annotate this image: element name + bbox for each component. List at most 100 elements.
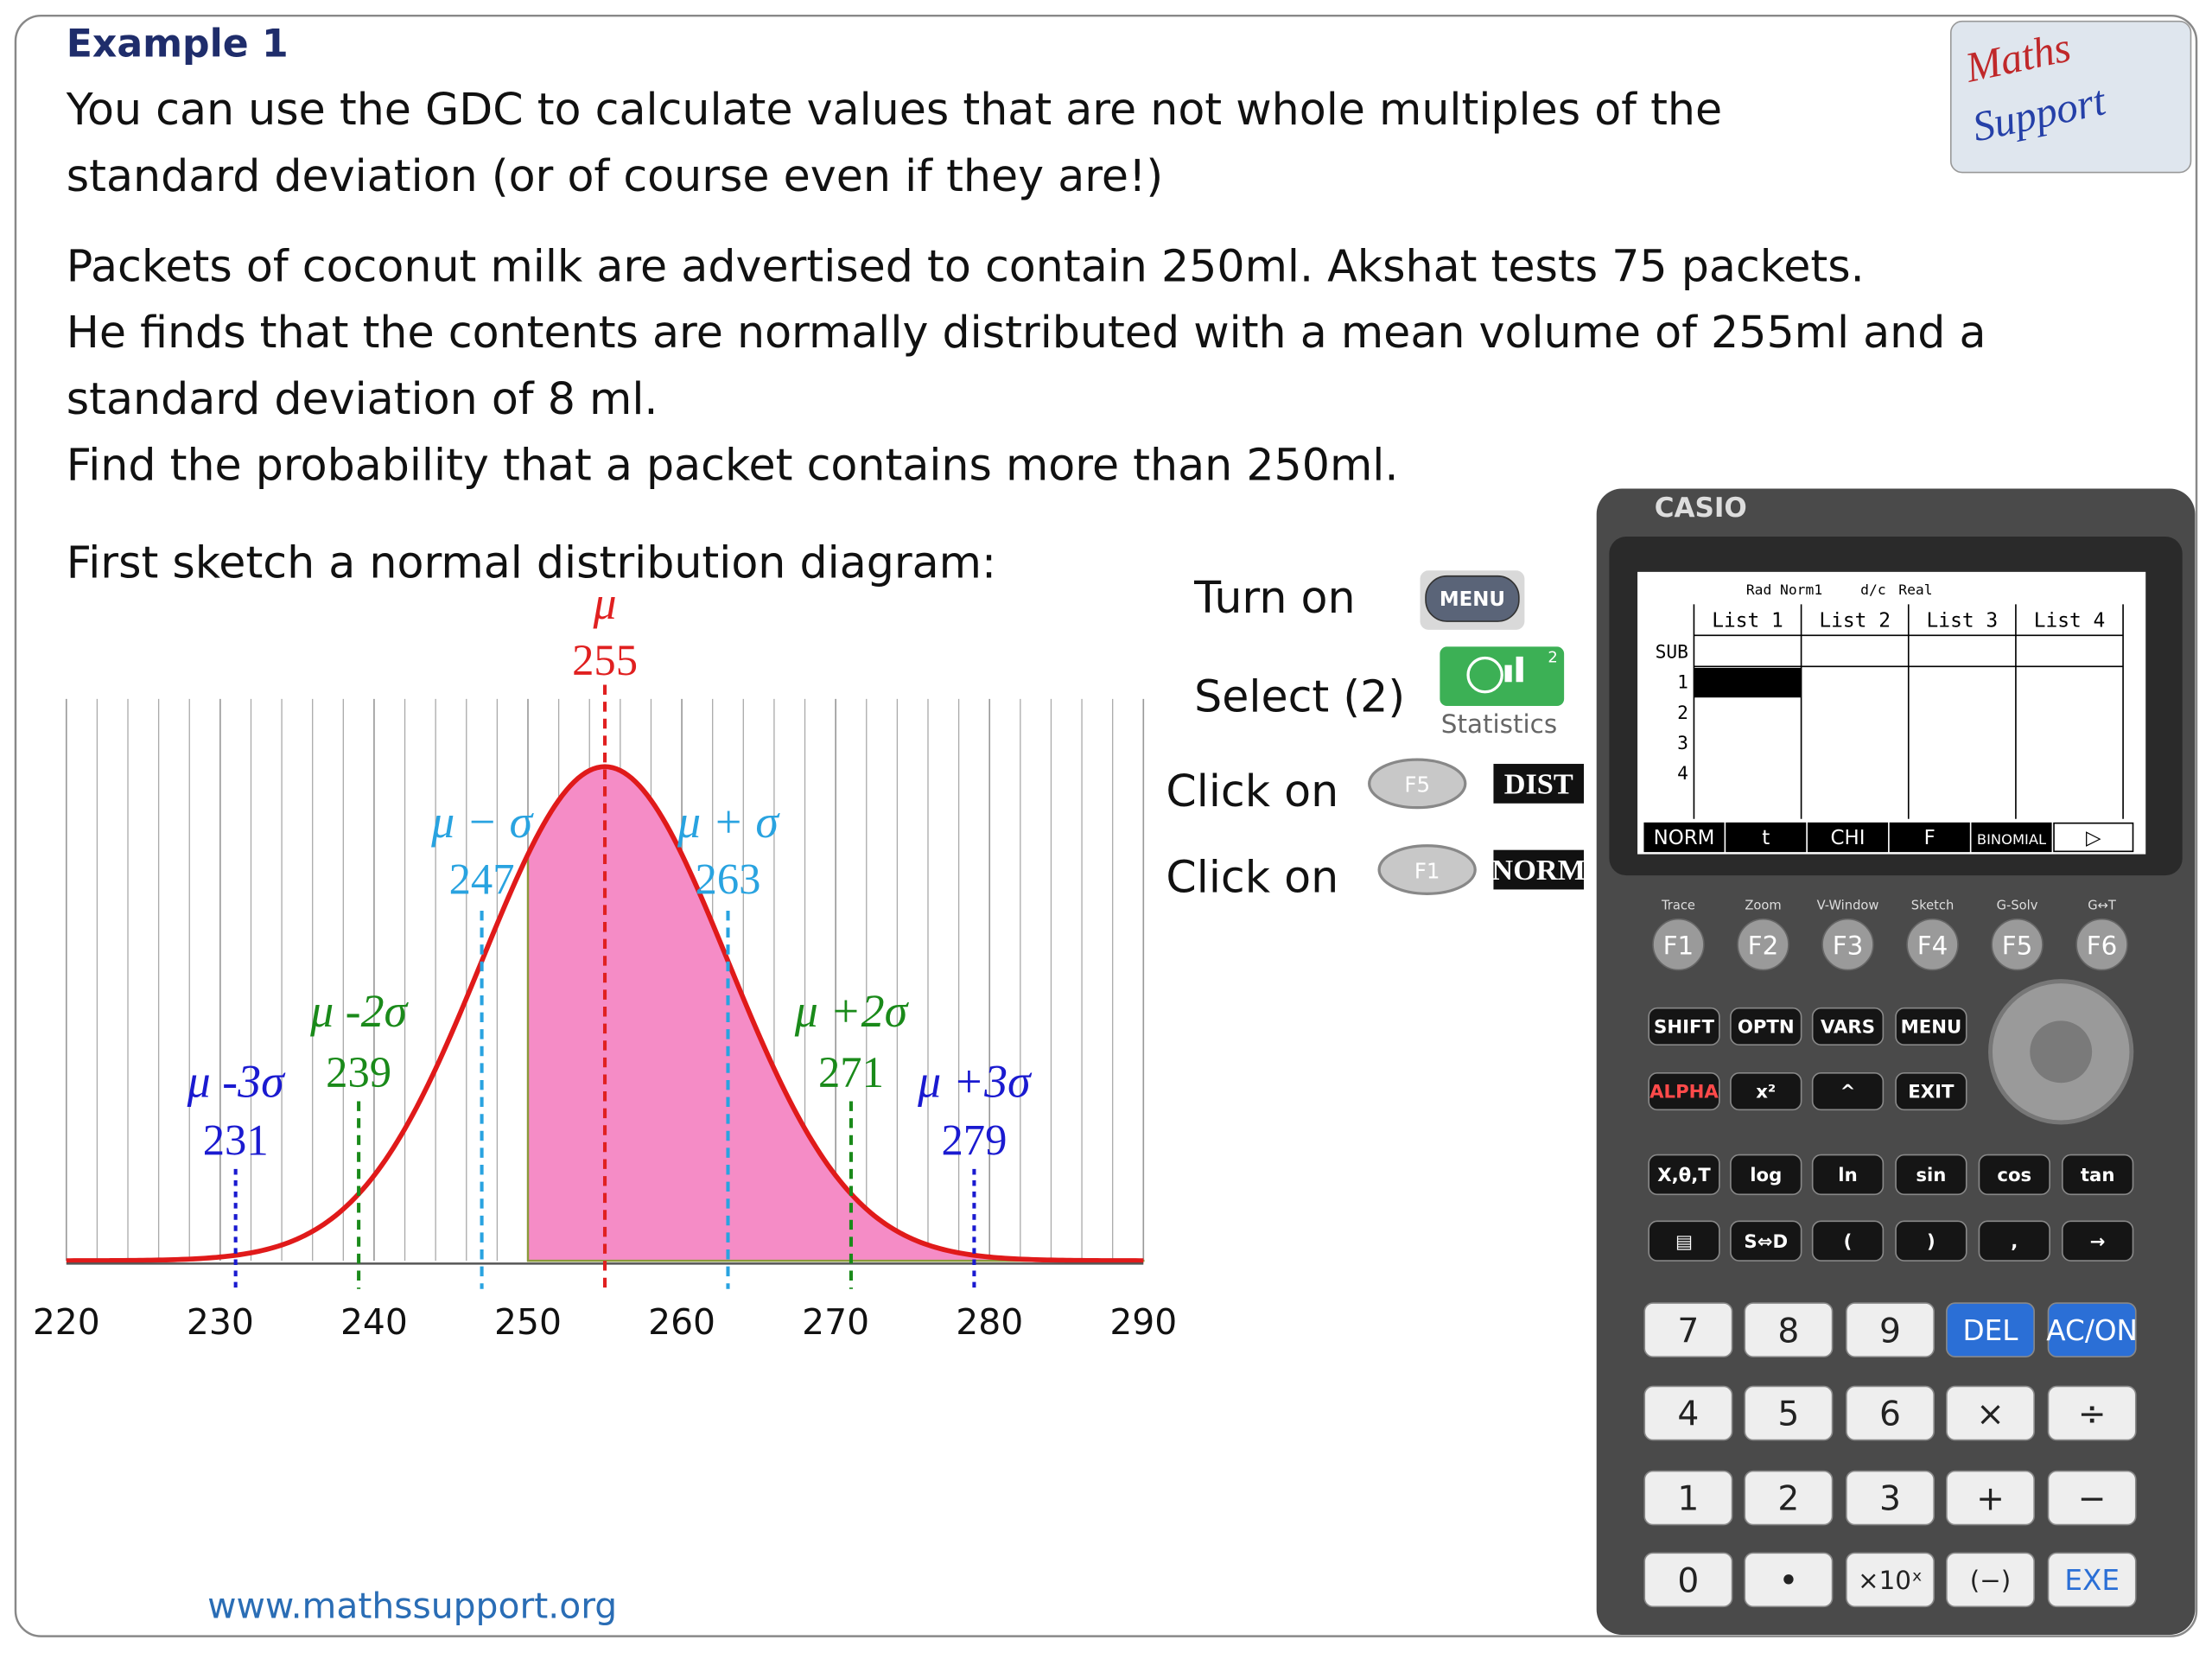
key-label: log bbox=[1750, 1165, 1782, 1186]
key bbox=[1978, 1154, 2050, 1196]
screen bbox=[1637, 571, 2146, 855]
key bbox=[1648, 1007, 1720, 1046]
key bbox=[1846, 1552, 1935, 1608]
fkey-label: F4 bbox=[1917, 931, 1948, 961]
fkey-label: F2 bbox=[1748, 931, 1779, 961]
icon-glyph bbox=[1516, 656, 1523, 683]
key-label: • bbox=[1778, 1561, 1798, 1600]
key bbox=[1895, 1007, 1967, 1046]
x-tick-label: 280 bbox=[956, 1301, 1023, 1343]
marker-label: μ bbox=[593, 577, 617, 629]
marker-label: μ +2σ bbox=[794, 985, 910, 1037]
key-label: DEL bbox=[1963, 1314, 2019, 1347]
menu-button bbox=[1425, 575, 1520, 622]
key bbox=[2047, 1552, 2137, 1608]
key bbox=[1846, 1385, 1935, 1441]
key bbox=[1744, 1302, 1834, 1358]
step-text: Select (2) bbox=[1194, 671, 1405, 722]
diagram: 220 230 240 250 260 270 280 290 μ -3σ 231 μ -2σ 239… bbox=[33, 577, 1177, 1343]
icon-glyph bbox=[1466, 656, 1503, 694]
row-label: 3 bbox=[1677, 733, 1688, 754]
key-label: VARS bbox=[1821, 1017, 1875, 1039]
key-label: MENU bbox=[1901, 1017, 1962, 1039]
menu-tab-label: t bbox=[1762, 827, 1770, 849]
fkey-label: F1 bbox=[1663, 931, 1694, 961]
step-text: Click on bbox=[1166, 766, 1338, 817]
row-label: 4 bbox=[1677, 763, 1688, 785]
sketch-prompt: First sketch a normal distribution diagr… bbox=[67, 537, 996, 588]
key-label: − bbox=[2078, 1480, 2107, 1519]
fkey-label: F3 bbox=[1833, 931, 1864, 961]
key-label: SHIFT bbox=[1654, 1017, 1714, 1039]
status-item: Rad bbox=[1746, 582, 1772, 598]
key-label: x² bbox=[1756, 1082, 1776, 1103]
key-label: 8 bbox=[1777, 1312, 1799, 1351]
key bbox=[2047, 1470, 2137, 1526]
key bbox=[1946, 1470, 2035, 1526]
key bbox=[1811, 1154, 1885, 1196]
menu-tab-label: ▷ bbox=[2086, 827, 2101, 849]
key-label: sin bbox=[1916, 1165, 1946, 1186]
marker-label: μ +3σ bbox=[917, 1056, 1033, 1108]
x-tick-label: 220 bbox=[33, 1301, 100, 1343]
fkey-caption: G-Solv bbox=[1997, 898, 2038, 912]
brand: CASIO bbox=[1655, 493, 1747, 524]
x-tick-label: 230 bbox=[187, 1301, 254, 1343]
key-label: 3 bbox=[1879, 1480, 1901, 1519]
fkey-caption: V-Window bbox=[1817, 898, 1879, 912]
key bbox=[1730, 1220, 1802, 1262]
key-label: ( bbox=[1844, 1231, 1853, 1253]
key bbox=[1744, 1552, 1834, 1608]
key-label: ▤ bbox=[1675, 1231, 1693, 1253]
key-label: ÷ bbox=[2078, 1395, 2107, 1434]
dpad-center bbox=[2030, 1020, 2093, 1084]
problem-line: Packets of coconut milk are advertised t… bbox=[67, 240, 1865, 291]
key-label: ln bbox=[1838, 1165, 1857, 1186]
key bbox=[1978, 1220, 2050, 1262]
fkey bbox=[1991, 918, 2044, 971]
key bbox=[1811, 1220, 1885, 1262]
marker-value: 231 bbox=[203, 1116, 269, 1165]
marker-label: μ − σ bbox=[430, 796, 534, 848]
logo-box bbox=[1949, 20, 2192, 174]
menu-tab bbox=[1807, 822, 1889, 853]
calculator: CASIO Rad Norm1 d/c Real List 1 List 2 List 3 Li… bbox=[1596, 488, 2196, 1636]
key bbox=[1846, 1302, 1935, 1358]
key bbox=[1744, 1470, 1834, 1526]
column-header: List 2 bbox=[1819, 610, 1891, 632]
key-label: ^ bbox=[1840, 1082, 1856, 1103]
key bbox=[1643, 1470, 1733, 1526]
key-label: AC/ON bbox=[2046, 1314, 2138, 1347]
key bbox=[1730, 1071, 1802, 1111]
key-label: 6 bbox=[1879, 1395, 1901, 1434]
status-item: d/c bbox=[1860, 582, 1886, 598]
menu-tab bbox=[1643, 822, 1725, 853]
footer-link: www.mathssupport.org bbox=[207, 1585, 617, 1626]
marker-value: 247 bbox=[449, 855, 515, 903]
marker-label: μ -2σ bbox=[309, 985, 409, 1037]
marker-value: 271 bbox=[818, 1048, 884, 1096]
menu-tab-label: CHI bbox=[1831, 827, 1866, 849]
status-item: Norm1 bbox=[1780, 582, 1822, 598]
key-label: ×10ˣ bbox=[1858, 1566, 1923, 1595]
menu-tab-label: BINOMIAL bbox=[1977, 831, 2047, 848]
key bbox=[1643, 1302, 1733, 1358]
key bbox=[1648, 1071, 1720, 1111]
row-label: 1 bbox=[1677, 672, 1688, 694]
key bbox=[2062, 1154, 2134, 1196]
row-label: 2 bbox=[1677, 702, 1688, 724]
button-label: MENU bbox=[1440, 588, 1505, 611]
key-label: , bbox=[2011, 1231, 2018, 1253]
key-label: EXE bbox=[2064, 1564, 2120, 1597]
x-tick-label: 250 bbox=[494, 1301, 562, 1343]
screen-key-label: NORM bbox=[1491, 854, 1586, 887]
key bbox=[1846, 1470, 1935, 1526]
key-label: X,θ,T bbox=[1657, 1165, 1711, 1186]
key bbox=[2062, 1220, 2134, 1262]
x-tick-label: 260 bbox=[648, 1301, 715, 1343]
key bbox=[1811, 1071, 1885, 1111]
title: Example 1 bbox=[67, 22, 289, 67]
x-tick-label: 270 bbox=[802, 1301, 869, 1343]
key-label: → bbox=[2090, 1231, 2106, 1253]
